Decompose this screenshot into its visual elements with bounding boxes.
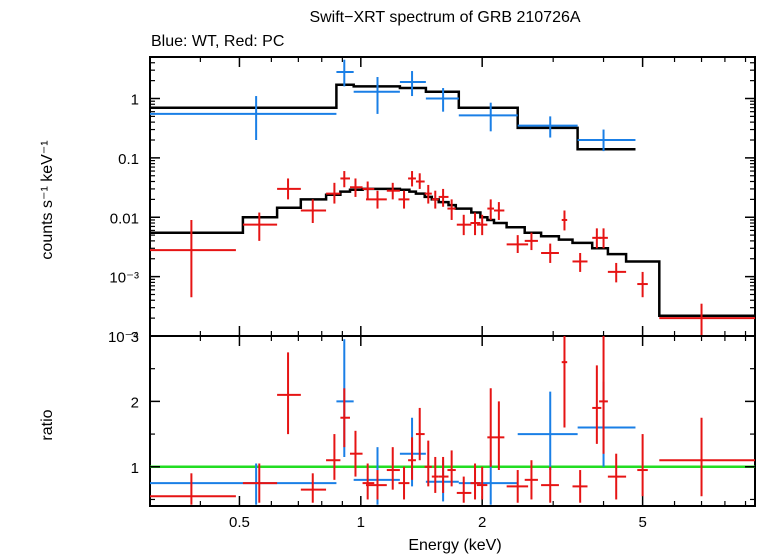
x-tick-label: 0.5 bbox=[229, 514, 250, 531]
x-tick-label: 5 bbox=[638, 514, 646, 531]
chart-subtitle: Blue: WT, Red: PC bbox=[151, 33, 284, 50]
y-tick-label: 1 bbox=[131, 460, 139, 477]
ratio-frame bbox=[149, 335, 756, 507]
wt-model-line bbox=[150, 83, 636, 151]
pc-model-line bbox=[150, 187, 755, 317]
y-tick-label: 0.1 bbox=[118, 151, 139, 168]
chart-title: Swift−XRT spectrum of GRB 210726A bbox=[309, 9, 580, 26]
x-tick-label: 2 bbox=[478, 514, 486, 531]
x-tick-label: 1 bbox=[357, 514, 365, 531]
x-axis-label: Energy (keV) bbox=[408, 537, 501, 554]
y-tick-label: 10⁻³ bbox=[109, 270, 139, 287]
y-tick-label: 10⁻⁴ bbox=[108, 329, 139, 346]
bottom-y-axis-label: ratio bbox=[39, 409, 56, 440]
top-y-axis-label: counts s⁻¹ keV⁻¹ bbox=[39, 140, 56, 259]
y-tick-label: 3 bbox=[131, 329, 139, 346]
spectrum-panel: 1 0.1 0.01 10⁻³ 10⁻⁴ bbox=[108, 56, 756, 346]
y-tick-label: 1 bbox=[131, 92, 139, 109]
y-tick-label: 2 bbox=[131, 394, 139, 411]
ratio-panel: 1 2 3 0.5 1 2 5 bbox=[131, 329, 756, 531]
y-tick-label: 0.01 bbox=[110, 210, 139, 227]
